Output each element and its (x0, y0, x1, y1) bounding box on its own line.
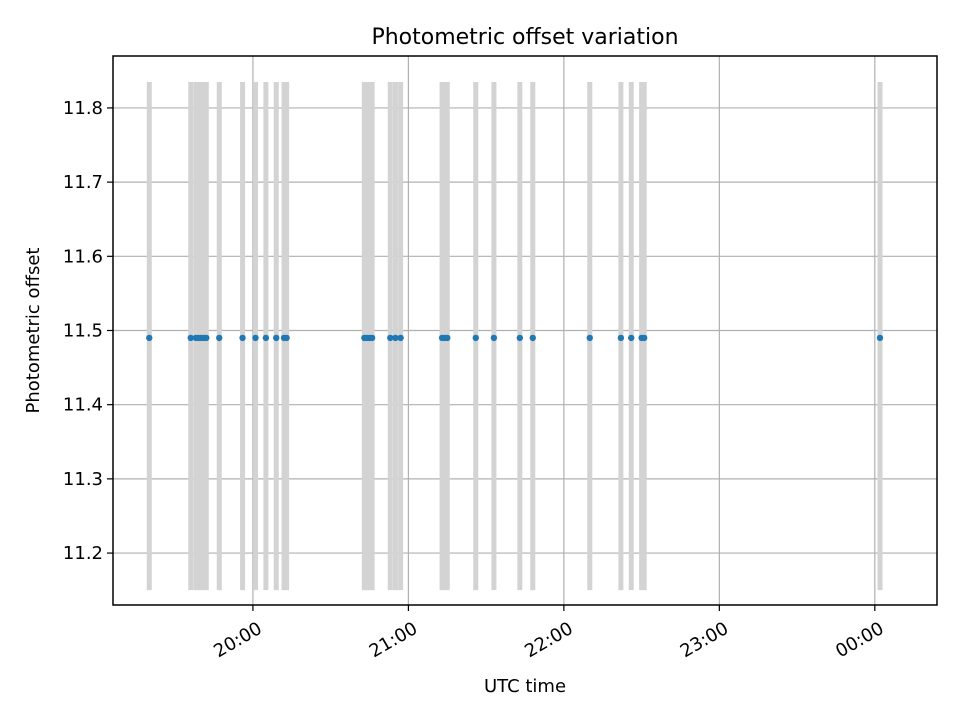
data-point (392, 334, 399, 342)
data-point (617, 334, 625, 342)
data-point (146, 334, 153, 342)
x-tick-label: 23:00 (677, 618, 732, 662)
y-tick-label: 11.5 (63, 321, 103, 342)
x-tick-label: 00:00 (832, 618, 887, 662)
data-point (397, 334, 404, 342)
data-point (203, 334, 210, 342)
data-point (252, 334, 259, 342)
data-point (444, 334, 451, 342)
data-point (586, 334, 593, 342)
data-point (273, 334, 280, 342)
data-point (876, 334, 884, 342)
x-axis-label: UTC time (484, 676, 566, 697)
data-point (472, 334, 479, 342)
data-point (529, 334, 536, 342)
y-tick-label: 11.6 (63, 246, 103, 267)
grid (113, 56, 937, 605)
data-points (146, 334, 884, 342)
data-point (387, 334, 394, 342)
y-tick-label: 11.7 (63, 172, 103, 193)
data-point (239, 334, 246, 342)
data-point (516, 334, 524, 342)
data-point (262, 334, 270, 342)
axis-ticks: 11.2 11.3 11.4 11.5 11.6 11.7 11.8 20:00 21:00 22… (63, 98, 888, 662)
x-tick-label: 20:00 (210, 618, 265, 662)
y-tick-label: 11.4 (63, 395, 103, 416)
chart-title: Photometric offset variation (371, 25, 678, 50)
data-point (216, 334, 223, 342)
data-point (640, 334, 648, 342)
y-tick-label: 11.8 (63, 98, 103, 119)
data-point (283, 334, 290, 342)
data-point (490, 334, 498, 342)
y-tick-label: 11.2 (63, 543, 103, 564)
data-point (187, 334, 194, 342)
x-tick-label: 21:00 (366, 618, 421, 662)
error-bars (146, 81, 883, 591)
data-point (368, 334, 376, 342)
y-tick-label: 11.3 (63, 469, 103, 490)
x-tick-label: 22:00 (521, 618, 576, 662)
data-point (628, 334, 635, 342)
y-axis-label: Photometric offset (23, 248, 44, 414)
